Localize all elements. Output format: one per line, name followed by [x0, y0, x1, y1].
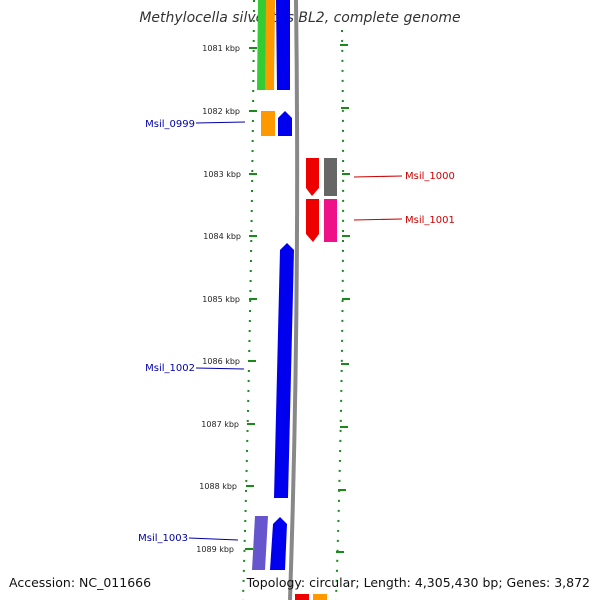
gene-label-msil1001[interactable]: Msil_1001 [405, 215, 455, 226]
tick-label-1088: 1088 kbp [199, 482, 237, 491]
tick-label-1086: 1086 kbp [202, 357, 240, 366]
gene-label-msil0999[interactable]: Msil_0999 [145, 119, 195, 130]
accession-text: Accession: NC_011666 [9, 575, 152, 590]
gene-label-msil1000[interactable]: Msil_1000 [405, 171, 455, 182]
topology-text: Topology: circular; Length: 4,305,430 bp… [246, 575, 590, 590]
label-line-msil0999 [195, 121, 246, 124]
gene-orange-small[interactable] [261, 111, 275, 136]
gene-blue-1002[interactable] [274, 243, 294, 498]
genome-title: Methylocella silvestris BL2, complete ge… [139, 10, 461, 26]
gene-red-bottom[interactable] [295, 594, 309, 600]
genome-backbone [288, 0, 300, 600]
major-ticks [245, 44, 350, 553]
tick-label-1081: 1081 kbp [202, 44, 240, 53]
gene-red-1001[interactable] [306, 199, 319, 242]
gene-blue-1003[interactable] [270, 517, 287, 570]
tick-label-1089: 1089 kbp [196, 545, 234, 554]
gene-label-msil1003[interactable]: Msil_1003 [138, 533, 188, 544]
gene-orange-bottom[interactable] [313, 594, 327, 600]
label-line-msil1003 [188, 537, 239, 541]
gene-magenta-1001[interactable] [324, 199, 337, 242]
gene-blue-top[interactable] [276, 0, 290, 90]
gene-red-1000[interactable] [306, 158, 319, 196]
gene-orange[interactable] [265, 0, 275, 90]
gene-blue-small[interactable] [278, 111, 292, 136]
tick-label-1085: 1085 kbp [202, 295, 240, 304]
gene-label-msil1002[interactable]: Msil_1002 [145, 363, 195, 374]
label-line-msil1002 [195, 367, 245, 370]
label-line-msil1000 [353, 175, 403, 178]
tick-label-1087: 1087 kbp [201, 420, 239, 429]
gene-gray-1000[interactable] [324, 158, 337, 196]
scale-line-right [335, 29, 345, 600]
tick-label-1084: 1084 kbp [203, 232, 241, 241]
gene-violet-1003[interactable] [252, 516, 268, 570]
tick-label-1083: 1083 kbp [203, 170, 241, 179]
label-line-msil1001 [353, 218, 403, 221]
tick-label-1082: 1082 kbp [202, 107, 240, 116]
